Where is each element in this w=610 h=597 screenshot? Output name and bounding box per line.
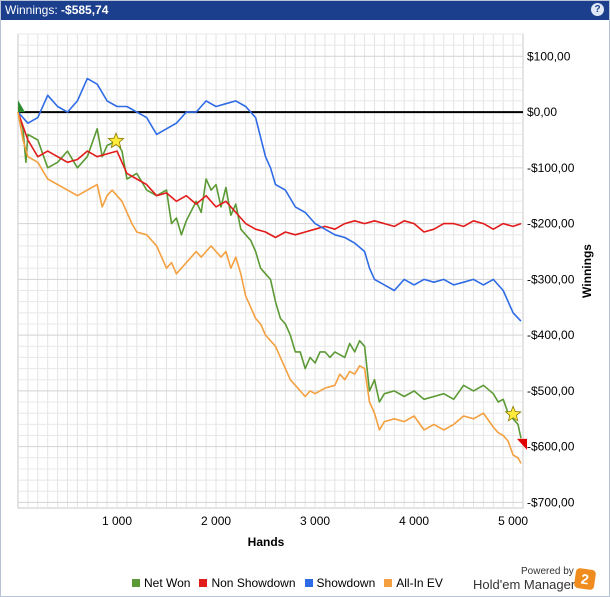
winnings-title-label: Winnings: <box>5 3 62 17</box>
end-triangle-icon <box>517 438 528 450</box>
winnings-chart: $100,00 $0,00 -$100,00 -$200,00 -$300,00 -$40… <box>17 33 594 549</box>
y-tick-label: -$700,00 <box>527 495 575 509</box>
legend-swatch <box>132 579 140 587</box>
best-worst-star-icon <box>504 405 522 422</box>
series-line-non-showdown <box>17 111 522 239</box>
x-tick-label: 4 000 <box>399 514 429 528</box>
y-tick-label: -$400,00 <box>527 328 575 342</box>
plot-area <box>17 33 524 509</box>
x-tick-label: 2 000 <box>201 514 231 528</box>
x-tick-label: 5 000 <box>498 514 528 528</box>
y-tick-label: -$300,00 <box>527 272 575 286</box>
x-tick-label: 1 000 <box>102 514 132 528</box>
start-triangle-icon <box>18 100 25 113</box>
legend-item[interactable]: Showdown <box>304 576 376 590</box>
legend-swatch <box>304 579 313 587</box>
winnings-title: Winnings: -$585,74 <box>5 1 108 20</box>
y-tick-label: $100,00 <box>527 49 571 63</box>
best-worst-star-icon <box>107 132 125 149</box>
legend-item[interactable]: Non Showdown <box>199 576 296 590</box>
legend-label: Net Won <box>144 576 191 590</box>
legend-item[interactable]: All-In EV <box>384 576 443 590</box>
legend-swatch <box>199 579 208 587</box>
y-tick-label: -$500,00 <box>527 384 575 398</box>
y-tick-label: -$600,00 <box>527 440 575 454</box>
x-tick-label: 3 000 <box>300 514 330 528</box>
hm2-logo-icon: 2 <box>573 567 597 591</box>
winnings-title-value: -$585,74 <box>61 3 109 17</box>
help-icon[interactable]: ? <box>591 3 604 16</box>
legend-label: Non Showdown <box>211 576 296 590</box>
axis-ticks: $100,00 $0,00 -$100,00 -$200,00 -$300,00 -$40… <box>102 49 575 528</box>
legend-item[interactable]: Net Won <box>132 576 190 590</box>
legend-label: All-In EV <box>396 576 443 590</box>
x-axis-title: Hands <box>248 535 285 549</box>
chart-legend: Net Won Non Showdown Showdown All-In EV <box>132 576 443 590</box>
y-tick-label: -$100,00 <box>527 161 575 175</box>
series-line-showdown <box>17 77 522 322</box>
chart-markers <box>18 100 528 450</box>
title-bar: Winnings: -$585,74 ? <box>1 1 609 20</box>
y-tick-label: -$200,00 <box>527 217 575 231</box>
legend-swatch <box>384 579 393 587</box>
powered-by-text: Powered by <box>521 566 574 577</box>
y-tick-label: $0,00 <box>527 105 557 119</box>
series-line-all-in-ev <box>17 111 522 464</box>
product-name: Hold'em Manager <box>473 577 576 592</box>
legend-label: Showdown <box>316 576 376 590</box>
y-axis-title: Winnings <box>580 244 594 298</box>
